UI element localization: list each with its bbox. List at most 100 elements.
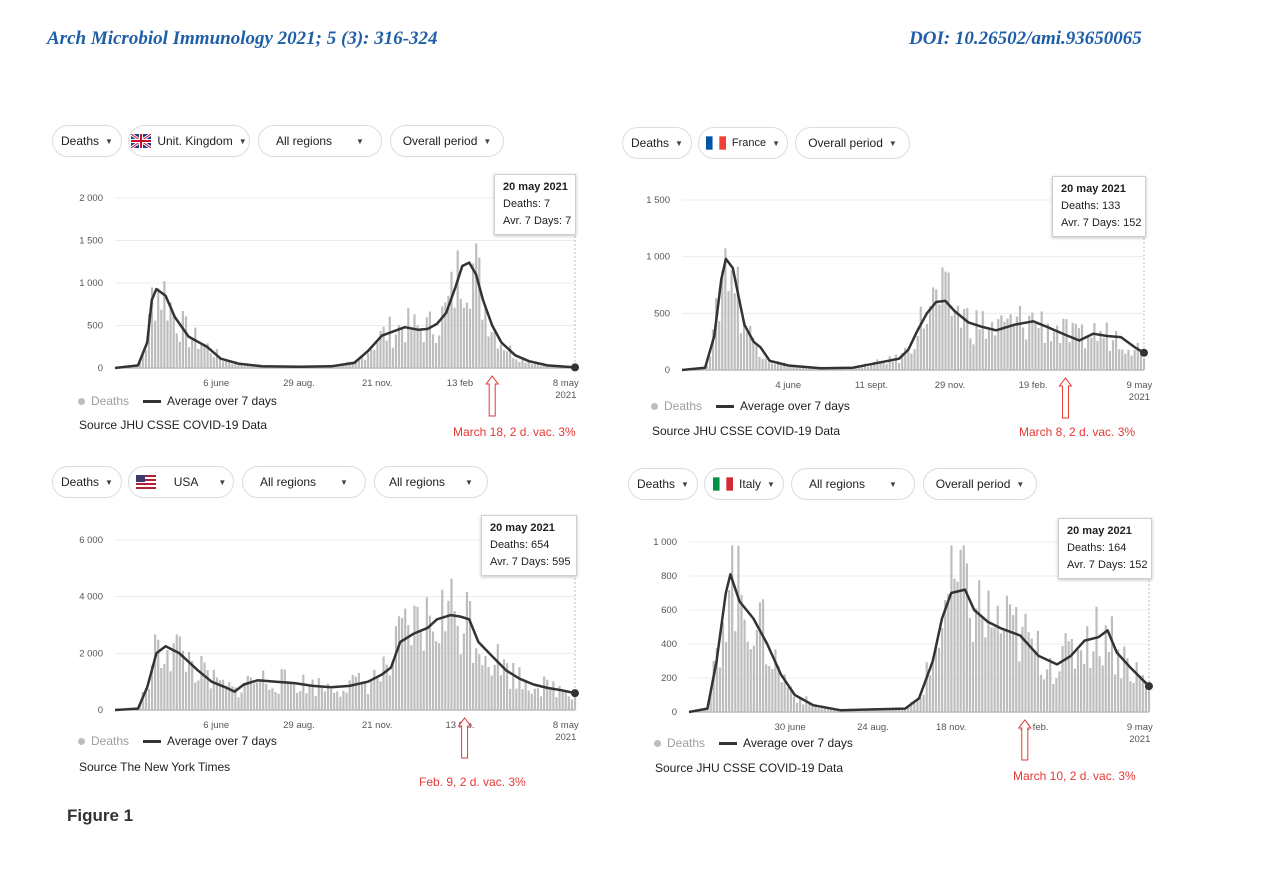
daily-death-bar [357, 672, 360, 710]
daily-death-bar [209, 688, 212, 710]
daily-death-bar [737, 545, 740, 712]
daily-death-bar [882, 361, 885, 370]
daily-death-bar [333, 692, 336, 710]
daily-death-bar [910, 701, 913, 712]
country-dropdown[interactable]: Unit. Kingdom ▼ [128, 125, 250, 157]
daily-death-bar [391, 661, 394, 710]
daily-death-bar [1046, 323, 1049, 370]
daily-death-bar [438, 643, 441, 710]
daily-death-bar [425, 597, 428, 710]
daily-death-bar [530, 693, 533, 710]
metric-label: Deaths [637, 477, 676, 491]
daily-death-bar [187, 347, 191, 368]
daily-death-bar [808, 701, 811, 712]
daily-death-bar [922, 694, 925, 712]
daily-death-bar [938, 304, 941, 370]
country-label: Italy [739, 477, 762, 491]
daily-death-bar [730, 270, 733, 370]
daily-death-bar [505, 351, 509, 368]
chevron-down-icon: ▼ [1016, 479, 1025, 489]
daily-death-bar [916, 336, 919, 370]
daily-death-bar [150, 665, 154, 710]
period-dropdown[interactable]: Overall period ▼ [923, 468, 1037, 500]
daily-death-bar [527, 361, 530, 368]
daily-death-bar [1049, 341, 1053, 370]
daily-death-bar [422, 650, 425, 710]
daily-death-bar [709, 691, 712, 712]
daily-death-bar [891, 361, 894, 370]
daily-death-bar [702, 368, 705, 370]
daily-death-bar [963, 309, 966, 370]
daily-death-bar [225, 685, 228, 710]
daily-death-bar [928, 675, 931, 712]
x-tick-label: 6 june [203, 720, 229, 731]
region-dropdown[interactable]: All regions ▼ [258, 125, 382, 157]
region-dropdown[interactable]: All regions ▼ [242, 466, 366, 498]
daily-death-bar [240, 364, 243, 368]
daily-death-bar [376, 342, 379, 368]
metric-label: Deaths [61, 134, 100, 148]
vaccination-arrow-icon [457, 717, 472, 759]
region-dropdown-secondary[interactable]: All regions ▼ [374, 466, 488, 498]
daily-death-bar [1049, 657, 1052, 712]
daily-death-bar [727, 290, 730, 370]
daily-death-bar [1071, 322, 1074, 370]
daily-death-bar [978, 580, 981, 712]
region-dropdown[interactable]: All regions ▼ [791, 468, 915, 500]
daily-death-bar [900, 709, 904, 712]
x-tick-label: 12 feb. [1019, 722, 1048, 733]
daily-death-bar [1111, 340, 1115, 370]
daily-death-bar [984, 338, 987, 370]
country-dropdown[interactable]: USA ▼ [128, 466, 234, 498]
x-tick-label: 13 feb [447, 378, 473, 389]
daily-death-bar [453, 611, 456, 710]
country-dropdown[interactable]: France ▼ [698, 127, 788, 159]
daily-death-bar [1093, 323, 1096, 370]
daily-death-bar [354, 359, 357, 368]
daily-death-bar [1086, 626, 1089, 712]
period-dropdown[interactable]: Overall period ▼ [390, 125, 504, 157]
metric-dropdown[interactable]: Deaths ▼ [52, 125, 122, 157]
daily-death-bar [845, 710, 848, 712]
daily-death-bar [450, 271, 453, 368]
france-flag-icon [705, 136, 726, 150]
period-dropdown[interactable]: Overall period ▼ [795, 127, 910, 159]
daily-death-bar [904, 707, 907, 712]
tooltip-date: 20 may 2021 [1061, 183, 1126, 195]
daily-death-bar [1039, 674, 1043, 712]
daily-death-bar [1118, 349, 1121, 370]
metric-dropdown[interactable]: Deaths ▼ [52, 466, 122, 498]
daily-death-bar [718, 667, 721, 712]
daily-death-bar [388, 675, 391, 710]
chevron-down-icon: ▼ [675, 138, 683, 148]
vaccination-note: March 10, 2 d. vac. 3% [1013, 769, 1136, 783]
daily-death-bar [502, 350, 506, 368]
daily-death-bar [739, 333, 743, 370]
daily-death-bar [194, 682, 197, 710]
daily-death-bar [873, 361, 876, 370]
region-label: All regions [809, 477, 866, 491]
daily-death-bar [487, 667, 490, 710]
daily-death-bar [512, 662, 515, 710]
vaccination-note: Feb. 9, 2 d. vac. 3% [419, 775, 526, 789]
daily-death-bar [363, 681, 367, 710]
daily-death-bar [805, 696, 808, 712]
daily-death-bar [746, 331, 749, 370]
daily-death-bar [1058, 671, 1061, 712]
daily-death-bar [1101, 665, 1104, 712]
daily-death-bar [1070, 638, 1073, 712]
daily-death-bar [438, 335, 441, 368]
daily-death-bar [191, 339, 194, 368]
daily-death-bar [1121, 349, 1124, 370]
daily-death-bar [388, 316, 391, 368]
country-dropdown[interactable]: Italy ▼ [704, 468, 784, 500]
daily-death-bar [549, 689, 552, 710]
metric-dropdown[interactable]: Deaths ▼ [622, 127, 692, 159]
daily-death-bar [1031, 312, 1034, 370]
daily-death-bar [934, 645, 938, 712]
chevron-down-icon: ▼ [105, 477, 113, 487]
metric-dropdown[interactable]: Deaths ▼ [628, 468, 698, 500]
daily-death-bar [425, 317, 428, 368]
daily-death-bar [518, 667, 521, 710]
legend-average: Average over 7 days [167, 734, 277, 748]
